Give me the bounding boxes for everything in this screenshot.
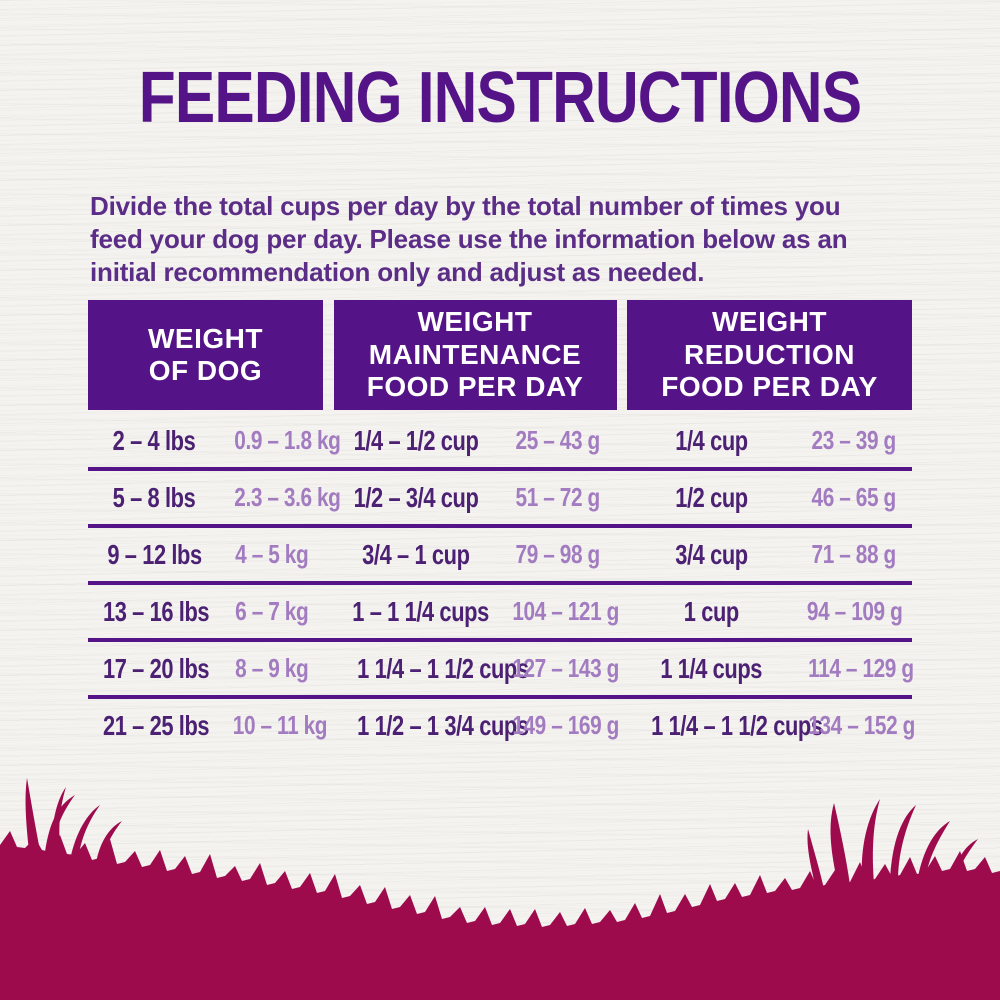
maintenance-cups-cell: 1 1/4 – 1 1/2 cups — [357, 652, 529, 684]
header-weight-of-dog: WEIGHT OF DOG — [88, 300, 323, 410]
maintenance-cups-cell: 1 – 1 1/4 cups — [352, 595, 489, 627]
grass-blade — [70, 805, 100, 861]
grass-blade — [807, 829, 824, 889]
maintenance-grams-cell: 79 – 98 g — [515, 539, 600, 569]
reduction-cups-cell: 3/4 cup — [674, 538, 748, 570]
weight-kg-cell: 8 – 9 kg — [235, 653, 309, 683]
maintenance-cups-cell: 3/4 – 1 cup — [362, 538, 470, 570]
reduction-cups-cell: 1/4 cup — [674, 424, 748, 456]
header-weight-maintenance: WEIGHT MAINTENANCE FOOD PER DAY — [333, 300, 617, 410]
page-title-text: FEEDING INSTRUCTIONS — [138, 58, 862, 138]
maintenance-grams-cell: 104 – 121 g — [512, 596, 619, 626]
weight-kg-cell: 0.9 – 1.8 kg — [234, 425, 341, 455]
feeding-table-body: 2 – 4 lbs 0.9 – 1.8 kg 1/4 – 1/2 cup 25 … — [88, 410, 915, 752]
header-weight-reduction: WEIGHT REDUCTION FOOD PER DAY — [627, 300, 912, 410]
maintenance-grams-cell: 25 – 43 g — [515, 425, 600, 455]
table-row: 9 – 12 lbs 4 – 5 kg 3/4 – 1 cup 79 – 98 … — [88, 528, 912, 581]
reduction-cups-cell: 1 1/4 – 1 1/2 cups — [651, 709, 823, 741]
grass-blade — [51, 787, 66, 860]
reduction-grams-cell: 94 – 109 g — [806, 596, 903, 626]
maintenance-cups-cell: 1/4 – 1/2 cup — [353, 424, 479, 456]
reduction-grams-cell: 114 – 129 g — [808, 653, 914, 683]
row-divider — [88, 695, 912, 699]
grass-shapes — [0, 778, 1000, 1000]
grass-blade — [918, 821, 950, 877]
feeding-table-header-row: WEIGHT OF DOG WEIGHT MAINTENANCE FOOD PE… — [88, 300, 912, 410]
reduction-grams-cell: 46 – 65 g — [811, 482, 896, 512]
weight-kg-cell: 4 – 5 kg — [235, 539, 309, 569]
weight-kg-cell: 10 – 11 kg — [232, 710, 328, 740]
weight-kg-cell: 6 – 7 kg — [235, 596, 309, 626]
reduction-grams-cell: 71 – 88 g — [811, 539, 896, 569]
reduction-grams-cell: 134 – 152 g — [808, 710, 915, 740]
intro-paragraph: Divide the total cups per day by the tot… — [90, 191, 848, 288]
maintenance-grams-cell: 149 – 169 g — [512, 710, 619, 740]
grass-blade — [861, 799, 880, 883]
grass-mound — [0, 831, 1000, 1000]
weight-lbs-cell: 13 – 16 lbs — [102, 595, 210, 627]
grass-blade — [25, 778, 42, 860]
maintenance-grams-cell: 51 – 72 g — [515, 482, 600, 512]
weight-lbs-cell: 17 – 20 lbs — [102, 652, 210, 684]
table-row: 17 – 20 lbs 8 – 9 kg 1 1/4 – 1 1/2 cups … — [88, 642, 914, 695]
reduction-grams-cell: 23 – 39 g — [811, 425, 896, 455]
table-row: 13 – 16 lbs 6 – 7 kg 1 – 1 1/4 cups 104 … — [88, 585, 912, 638]
reduction-cups-cell: 1 cup — [683, 595, 739, 627]
feeding-table: WEIGHT OF DOG WEIGHT MAINTENANCE FOOD PE… — [88, 300, 915, 752]
page-title: FEEDING INSTRUCTIONS — [0, 62, 1000, 134]
maintenance-cups-cell: 1 1/2 – 1 3/4 cups — [357, 709, 529, 741]
row-divider — [88, 581, 912, 585]
weight-kg-cell: 2.3 – 3.6 kg — [234, 482, 341, 512]
row-divider — [88, 524, 912, 528]
reduction-cups-cell: 1 1/4 cups — [660, 652, 762, 684]
maintenance-cups-cell: 1/2 – 3/4 cup — [353, 481, 479, 513]
grass-blade — [890, 805, 916, 880]
weight-lbs-cell: 2 – 4 lbs — [113, 424, 196, 456]
grass-blade — [952, 839, 978, 876]
table-row: 21 – 25 lbs 10 – 11 kg 1 1/2 – 1 3/4 cup… — [88, 699, 915, 752]
maintenance-grams-cell: 127 – 143 g — [512, 653, 619, 683]
weight-lbs-cell: 21 – 25 lbs — [102, 709, 210, 741]
row-divider — [88, 638, 912, 642]
row-divider — [88, 467, 912, 471]
table-row: 5 – 8 lbs 2.3 – 3.6 kg 1/2 – 3/4 cup 51 … — [88, 471, 912, 524]
weight-lbs-cell: 5 – 8 lbs — [113, 481, 196, 513]
table-row: 2 – 4 lbs 0.9 – 1.8 kg 1/4 – 1/2 cup 25 … — [88, 414, 912, 467]
grass-blade — [96, 821, 122, 864]
grass-silhouette — [0, 778, 1000, 1000]
reduction-cups-cell: 1/2 cup — [674, 481, 748, 513]
weight-lbs-cell: 9 – 12 lbs — [107, 538, 202, 570]
grass-blade — [830, 803, 850, 885]
